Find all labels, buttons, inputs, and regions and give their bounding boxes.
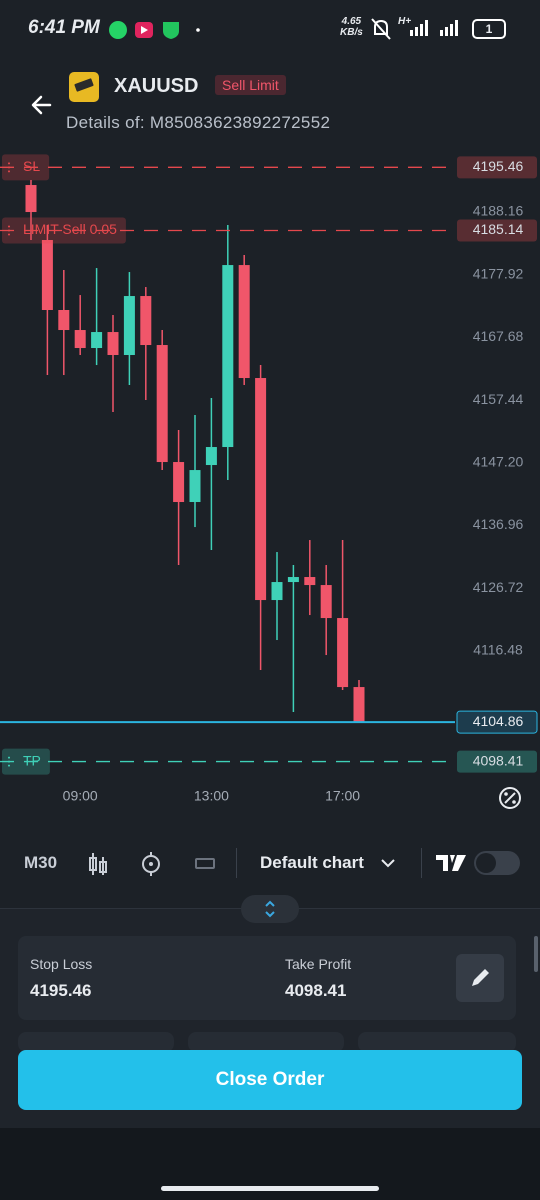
x-tick-label: 17:00	[325, 788, 360, 804]
candle-body	[271, 582, 283, 601]
candle-body	[189, 470, 201, 503]
candle-body	[41, 240, 53, 310]
y-tick-label: 4188.16	[473, 203, 524, 219]
y-tick-label: 4126.72	[473, 579, 524, 595]
drag-dots	[8, 225, 10, 228]
net-speed: 4.65 KB/s	[340, 16, 363, 38]
symbol-icon	[69, 72, 99, 102]
x-tick-label: 13:00	[194, 788, 229, 804]
price-chart: 4188.16 4177.92 4167.68 4157.44 4147.20 4136.…	[0, 154, 538, 804]
chart-tools[interactable]	[86, 850, 216, 878]
level-label: TP	[23, 752, 41, 768]
candle-body	[25, 185, 37, 213]
speed-unit: KB/s	[340, 27, 363, 38]
drag-dots	[8, 233, 10, 236]
drag-dots	[8, 229, 10, 232]
candle-body	[205, 447, 217, 466]
y-tick-label: 4147.20	[473, 454, 524, 470]
take-profit-label: Take Profit	[285, 956, 352, 972]
separator	[236, 848, 237, 878]
y-tick-label: 4116.48	[473, 642, 523, 658]
tv-logo	[436, 855, 466, 871]
clock: 6:41 PM	[28, 17, 100, 38]
stop-loss-label: Stop Loss	[30, 956, 93, 972]
info-tile	[18, 1032, 174, 1052]
chart-mode-caret	[381, 859, 395, 868]
toggle-switch[interactable]	[474, 851, 520, 875]
y-tick-label: 4177.92	[473, 265, 524, 281]
stop-loss-value: 4195.46	[30, 981, 92, 1000]
info-tile	[358, 1032, 516, 1052]
candle-body	[304, 577, 316, 586]
candle-body	[287, 577, 299, 583]
price-tag: 4098.41	[473, 752, 524, 768]
x-tick-label: 09:00	[63, 788, 98, 804]
drag-dots	[8, 166, 10, 169]
candle-body	[107, 332, 119, 355]
order-details: Details of: M85083623892272552	[66, 113, 331, 132]
order-card	[18, 936, 516, 1020]
level-label: SL	[23, 158, 40, 174]
signal-icons	[410, 20, 458, 36]
percent-toggle[interactable]	[498, 786, 522, 810]
chart-mode[interactable]: Default chart	[260, 853, 364, 872]
notification-icons	[109, 21, 200, 39]
status-bar: 6:41 PM 4.65 KB/s H+ 1	[0, 0, 540, 58]
candle-body	[238, 265, 250, 379]
mute-icon	[371, 18, 391, 40]
expand-handle[interactable]	[241, 895, 299, 923]
battery: 1	[472, 19, 506, 39]
speed-value: 4.65	[341, 16, 362, 27]
drag-dots	[8, 756, 10, 759]
level-label: LIMIT Sell 0.05	[23, 221, 117, 237]
back-button[interactable]	[28, 92, 56, 120]
edit-button[interactable]	[456, 954, 504, 1002]
y-tick-label: 4157.44	[473, 391, 524, 407]
level-label-bg	[2, 217, 126, 244]
info-tile	[188, 1032, 344, 1052]
candle-body	[156, 345, 168, 463]
price-tag-bg	[457, 219, 537, 242]
network-type: H+	[398, 16, 412, 27]
price-tag: 4185.14	[473, 221, 524, 237]
candle-body	[140, 296, 152, 346]
candle-body	[222, 265, 234, 448]
price-tag-bg	[457, 156, 537, 179]
drag-dots	[8, 760, 10, 763]
take-profit-value: 4098.41	[285, 981, 347, 1000]
last-price-tag: 4104.86	[473, 713, 524, 729]
level-label-bg	[2, 748, 50, 775]
drag-dots	[8, 764, 10, 767]
timeframe[interactable]: M30	[24, 853, 58, 872]
nav-bar	[0, 1128, 540, 1200]
price-tag-bg	[457, 750, 537, 773]
candle-body	[337, 618, 349, 688]
candle-body	[320, 585, 332, 619]
candle-body	[123, 296, 135, 355]
scrollbar	[534, 936, 538, 972]
candle-body	[91, 332, 103, 349]
level-label-bg	[2, 154, 50, 181]
drag-dots	[8, 170, 10, 173]
candle-body	[173, 462, 185, 503]
candle-body	[58, 309, 70, 331]
symbol: XAUUSD	[114, 75, 199, 97]
candle-body	[74, 330, 86, 349]
price-tag-bg	[456, 710, 538, 734]
y-tick-label: 4136.96	[473, 516, 524, 532]
candle-body	[353, 687, 365, 723]
candle-body	[255, 378, 267, 601]
order-type-badge: Sell Limit	[215, 75, 286, 95]
price-tag: 4195.46	[473, 158, 524, 174]
drag-dots	[8, 162, 10, 165]
separator	[421, 848, 422, 878]
home-indicator	[161, 1186, 379, 1191]
y-tick-label: 4167.68	[473, 328, 524, 344]
close-order-button[interactable]: Close Order	[18, 1050, 522, 1110]
